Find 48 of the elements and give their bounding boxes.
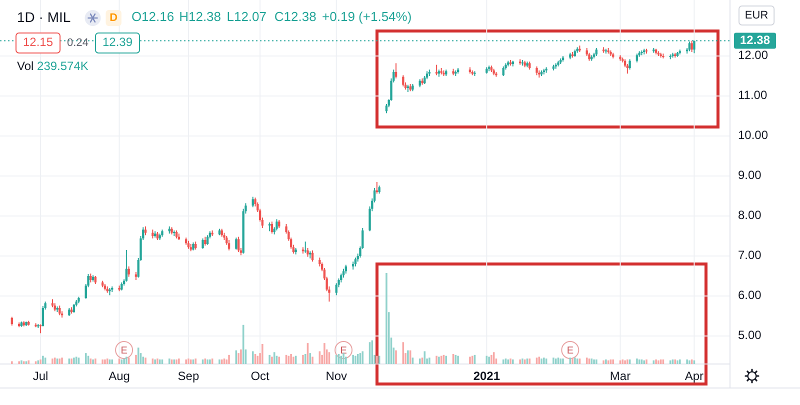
candlestick [42,306,44,327]
candlestick [228,240,230,251]
candlestick [335,282,338,296]
candlestick [237,236,240,252]
y-tick-label: 8.00 [738,208,762,222]
candlestick [58,305,61,316]
annotation: Vol 239.574K [17,59,88,74]
ref-line-label: 12.38 [740,32,770,47]
annotation: H12.38 [179,9,222,24]
candlestick [235,237,238,250]
y-tick-label: 7.00 [738,248,762,262]
x-tick-label: Aug [108,369,130,384]
annotation: D [110,12,118,24]
annotation: L12.07 [226,9,267,24]
y-tick-label: 11.00 [738,88,768,102]
annotation: C12.38 [274,9,316,24]
y-tick-label: 9.00 [738,168,762,182]
annotation: O12.16 [131,9,174,24]
candlestick [270,221,274,234]
annotation: 0.24 [67,36,88,49]
y-tick-label: 10.00 [738,128,768,142]
annotation: E [566,345,574,356]
x-tick-label: Oct [250,369,270,384]
candlestick [402,74,404,87]
candlestick [128,266,130,278]
x-tick-label: Nov [326,369,348,384]
candlestick [252,196,254,208]
candlestick [276,218,278,231]
y-tick-label: 6.00 [738,288,762,302]
text: 1D · MIL [17,8,71,25]
candlestick [690,40,693,52]
x-tick-label: Mar [610,369,631,384]
annotation: 12.39 [102,35,133,50]
x-tick-label: Jul [32,369,48,384]
candlestick [202,238,204,250]
y-axis-title: EUR [744,9,768,22]
x-tick-label: Sep [178,369,200,384]
annotation: E [340,345,348,356]
y-tick-label: 12.00 [738,48,768,62]
x-tick-label: Apr [684,369,704,384]
candlestick [394,62,398,79]
candlestick [628,58,631,70]
candlestick [125,250,128,282]
annotation: 12.15 [23,35,54,50]
y-tick-label: 5.00 [738,328,762,342]
x-tick-label: 2021 [473,369,500,384]
annotation: E [120,345,128,356]
annotation: +0.19 (+1.54%) [322,9,412,24]
